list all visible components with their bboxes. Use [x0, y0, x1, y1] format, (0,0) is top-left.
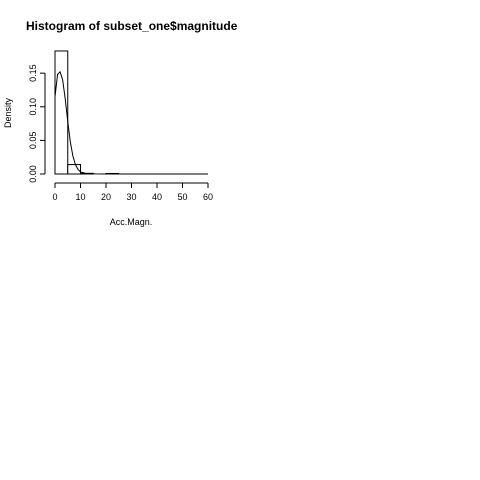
- histogram-bars: [54, 50, 120, 175]
- x-tick-label: 10: [75, 192, 85, 202]
- y-tick-label: 0.00: [28, 165, 38, 183]
- chart-title: Histogram of subset_one$magnitude: [26, 19, 238, 33]
- x-tick-label: 40: [152, 192, 162, 202]
- histogram-bar: [54, 50, 69, 175]
- y-tick-label: 0.05: [28, 132, 38, 150]
- x-tick-label: 60: [203, 192, 213, 202]
- histogram-bar: [67, 164, 81, 175]
- y-tick-label: 0.10: [28, 98, 38, 116]
- density-curve: [54, 70, 208, 175]
- x-axis-label: Acc.Magn.: [110, 217, 153, 227]
- x-tick-label: 0: [52, 192, 57, 202]
- axes: 0 10 20 30 40 50 60 0.00 0.05 0.10 0.15: [28, 64, 213, 202]
- x-tick-label: 50: [177, 192, 187, 202]
- y-axis-label: Density: [3, 97, 13, 128]
- x-tick-label: 30: [126, 192, 136, 202]
- y-tick-label: 0.15: [28, 64, 38, 82]
- x-tick-label: 20: [101, 192, 111, 202]
